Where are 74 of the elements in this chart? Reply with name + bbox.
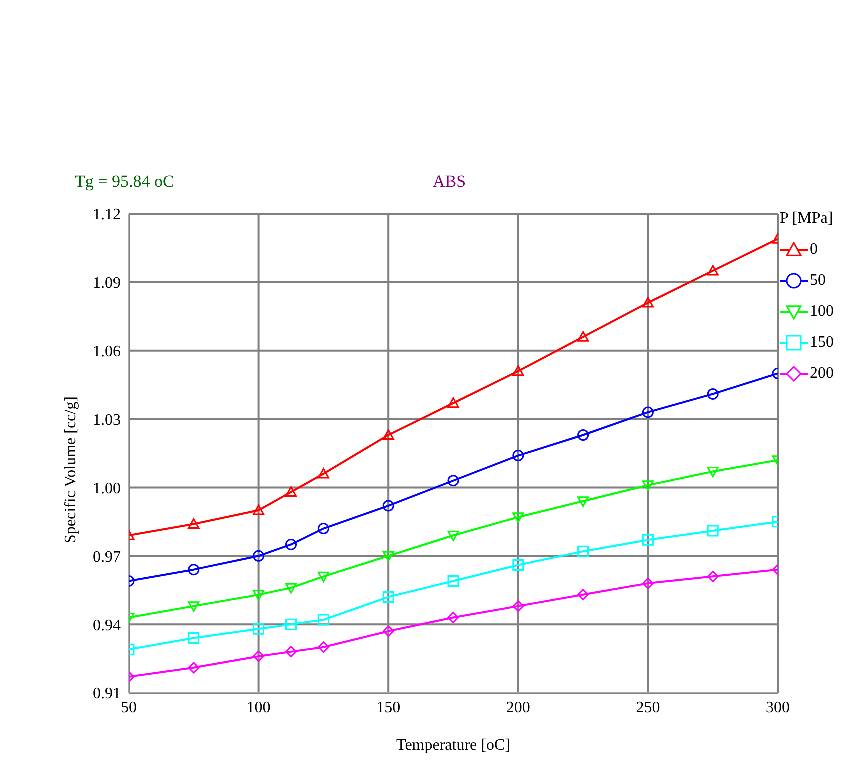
point bbox=[188, 564, 200, 576]
point bbox=[448, 398, 460, 408]
x-tick-label: 300 bbox=[766, 699, 790, 716]
point bbox=[318, 523, 330, 535]
point bbox=[286, 583, 297, 594]
point bbox=[642, 480, 654, 492]
x-tick-label: 50 bbox=[121, 699, 137, 716]
point bbox=[512, 450, 524, 462]
point bbox=[382, 626, 394, 638]
point bbox=[286, 539, 297, 550]
y-tick-label: 1.03 bbox=[93, 412, 121, 429]
point bbox=[253, 650, 265, 662]
point bbox=[382, 430, 394, 440]
y-tick-label: 1.12 bbox=[93, 206, 121, 224]
x-tick-label: 100 bbox=[246, 699, 271, 716]
point bbox=[578, 331, 590, 342]
point bbox=[448, 475, 460, 487]
x-tick-label: 250 bbox=[636, 699, 660, 716]
point bbox=[707, 570, 719, 582]
y-tick-label: 0.94 bbox=[93, 617, 121, 634]
point bbox=[382, 500, 394, 512]
legend-label: 200 bbox=[810, 364, 834, 382]
point bbox=[707, 525, 719, 537]
y-tick-label: 1.06 bbox=[93, 344, 121, 361]
legend-label: 150 bbox=[810, 334, 834, 352]
point bbox=[642, 534, 654, 546]
point bbox=[642, 297, 654, 308]
point bbox=[188, 602, 200, 612]
y-axis-title: Specific Volume [cc/g] bbox=[62, 396, 80, 544]
point bbox=[512, 512, 524, 524]
point bbox=[578, 546, 590, 558]
x-tick-label: 150 bbox=[376, 699, 401, 716]
point bbox=[578, 589, 590, 601]
point bbox=[318, 572, 330, 582]
text: Tg = 95.84 oC bbox=[75, 172, 174, 192]
point bbox=[286, 646, 297, 658]
point bbox=[253, 590, 265, 601]
y-tick-label: 0.97 bbox=[93, 548, 121, 566]
point bbox=[253, 550, 265, 562]
point bbox=[188, 518, 200, 529]
point bbox=[286, 486, 297, 498]
point bbox=[642, 578, 654, 590]
point bbox=[448, 575, 460, 587]
y-tick-label: 1.09 bbox=[93, 275, 121, 292]
point bbox=[286, 618, 297, 630]
point bbox=[707, 388, 719, 400]
point bbox=[382, 591, 394, 603]
point bbox=[318, 468, 330, 479]
point bbox=[188, 662, 200, 674]
point bbox=[642, 406, 654, 418]
x-axis-title: Temperature [oC] bbox=[396, 737, 510, 754]
legend-label: 100 bbox=[810, 302, 834, 320]
text: ABS bbox=[433, 172, 466, 192]
point bbox=[578, 430, 590, 441]
point bbox=[318, 614, 330, 626]
point bbox=[512, 560, 524, 572]
y-tick-label: 0.91 bbox=[93, 686, 121, 703]
point bbox=[448, 612, 460, 624]
point bbox=[253, 504, 265, 516]
point bbox=[188, 632, 200, 644]
x-tick-label: 200 bbox=[506, 699, 530, 716]
point bbox=[253, 623, 265, 635]
point bbox=[382, 551, 394, 562]
point bbox=[448, 530, 460, 542]
legend-label: 50 bbox=[810, 272, 826, 290]
point bbox=[707, 467, 719, 478]
point bbox=[512, 366, 524, 376]
point bbox=[512, 600, 524, 612]
point bbox=[707, 265, 719, 276]
y-tick-label: 1.00 bbox=[93, 480, 121, 498]
point bbox=[578, 496, 590, 508]
legend-label: 0 bbox=[810, 240, 818, 258]
legend-title: P [MPa] bbox=[780, 210, 834, 228]
point bbox=[318, 642, 330, 654]
